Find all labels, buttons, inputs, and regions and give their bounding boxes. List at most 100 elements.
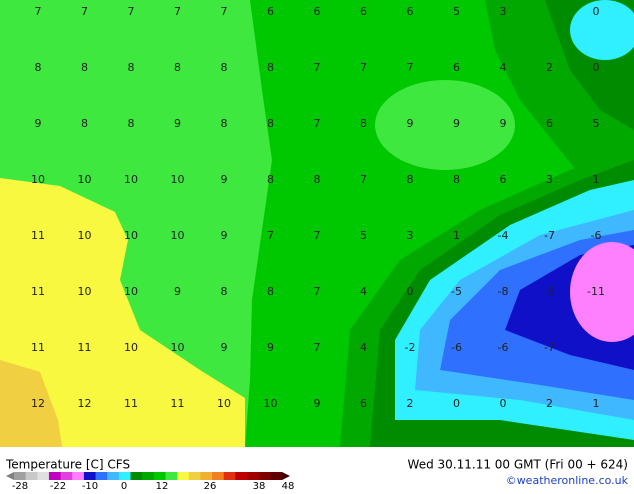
grid-value: 7 (314, 117, 321, 130)
grid-value: 6 (314, 5, 321, 18)
legend-swatch (200, 472, 213, 480)
grid-value: 7 (221, 5, 228, 18)
zone-pink (570, 242, 634, 342)
legend-label: -22 (50, 481, 66, 490)
grid-value: 7 (314, 341, 321, 354)
legend-swatch (25, 472, 38, 480)
grid-value: 8 (267, 117, 274, 130)
legend-arrow (282, 472, 290, 480)
grid-value: 9 (453, 117, 460, 130)
legend-swatch (212, 472, 225, 480)
grid-value: 7 (407, 61, 414, 74)
grid-value: 7 (81, 5, 88, 18)
grid-value: 0 (407, 285, 414, 298)
grid-value: 4 (360, 341, 367, 354)
grid-value: 8 (35, 61, 42, 74)
title: Temperature [C] CFS (5, 458, 130, 472)
grid-value: 7 (360, 173, 367, 186)
legend-label: -28 (12, 481, 28, 490)
legend-swatch (270, 472, 283, 480)
grid-value: 8 (453, 173, 460, 186)
color-legend: -28 -22 -10 0 12 26 38 48 (6, 472, 295, 492)
grid-value: 9 (174, 117, 181, 130)
grid-value: 7 (314, 61, 321, 74)
legend-label: 38 (253, 481, 266, 490)
grid-value: 8 (221, 117, 228, 130)
legend-swatch (153, 472, 166, 480)
legend-swatch (60, 472, 73, 480)
grid-value: 7 (360, 61, 367, 74)
grid-value: 8 (267, 61, 274, 74)
grid-value: 9 (407, 117, 414, 130)
grid-value: 3 (500, 5, 507, 18)
grid-value: -6 (451, 341, 462, 354)
grid-value: -9 (544, 285, 555, 298)
grid-value: 0 (593, 61, 600, 74)
grid-value: 8 (128, 117, 135, 130)
grid-value: 10 (264, 397, 278, 410)
legend-swatch (130, 472, 143, 480)
grid-value: 9 (314, 397, 321, 410)
legend-swatch (37, 472, 50, 480)
legend-swatch (165, 472, 178, 480)
grid-value: 6 (360, 397, 367, 410)
grid-value: 1 (453, 229, 460, 242)
grid-value: 5 (453, 5, 460, 18)
grid-value: -5 (451, 285, 462, 298)
grid-value: -4 (498, 229, 509, 242)
grid-value: 11 (171, 397, 185, 410)
grid-value: 8 (407, 173, 414, 186)
zone-yellow (0, 178, 245, 447)
grid-value: 12 (78, 397, 92, 410)
legend-label: 48 (282, 481, 295, 490)
grid-value: 7 (267, 229, 274, 242)
grid-value: -6 (591, 229, 602, 242)
legend-swatch (235, 472, 248, 480)
grid-value: 9 (221, 341, 228, 354)
legend-swatch (95, 472, 108, 480)
grid-value: 9 (500, 117, 507, 130)
grid-value: 11 (78, 341, 92, 354)
grid-value: 8 (81, 117, 88, 130)
grid-value: 10 (78, 285, 92, 298)
grid-value: 10 (124, 341, 138, 354)
grid-value: 6 (407, 5, 414, 18)
grid-value: 9 (174, 285, 181, 298)
legend-swatch (72, 472, 85, 480)
grid-value: 2 (546, 61, 553, 74)
grid-value: 1 (593, 397, 600, 410)
grid-value: 6 (267, 5, 274, 18)
grid-value: 8 (221, 285, 228, 298)
grid-value: 8 (314, 173, 321, 186)
grid-value: 9 (35, 117, 42, 130)
grid-value: 10 (124, 229, 138, 242)
zone-lime (375, 80, 515, 170)
legend-label: 0 (121, 481, 127, 490)
legend-label: -10 (82, 481, 98, 490)
grid-value: 11 (124, 397, 138, 410)
grid-value: -7 (544, 229, 555, 242)
legend-swatch (188, 472, 201, 480)
grid-value: 10 (171, 229, 185, 242)
grid-value: 1 (593, 173, 600, 186)
grid-value: 0 (453, 397, 460, 410)
footer (0, 447, 634, 490)
legend-swatch (107, 472, 120, 480)
grid-value: 10 (31, 173, 45, 186)
grid-value: 9 (221, 173, 228, 186)
grid-value: 7 (35, 5, 42, 18)
legend-swatch (83, 472, 97, 480)
grid-value: 11 (31, 285, 45, 298)
legend-label: 26 (204, 481, 217, 490)
grid-value: 10 (124, 285, 138, 298)
legend-swatch (48, 472, 62, 480)
grid-value: 7 (174, 5, 181, 18)
grid-value: 10 (171, 341, 185, 354)
grid-value: 3 (546, 173, 553, 186)
grid-value: 0 (500, 397, 507, 410)
grid-value: 6 (500, 173, 507, 186)
legend-swatch (14, 472, 27, 480)
grid-value: 8 (360, 117, 367, 130)
